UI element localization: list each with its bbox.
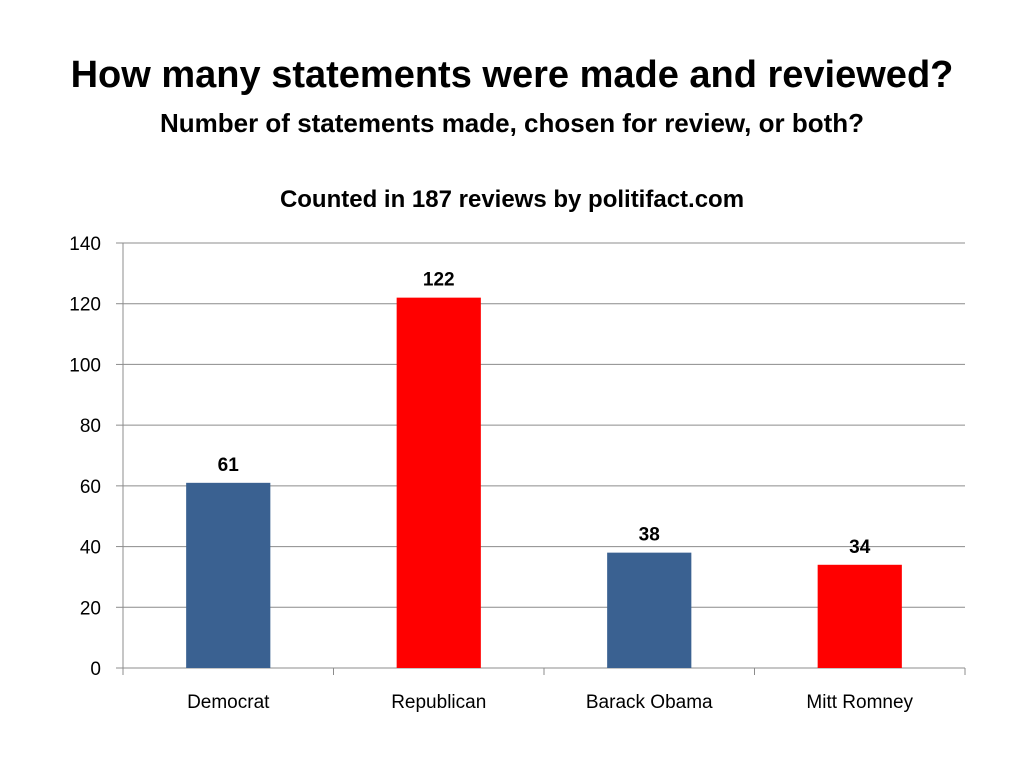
y-tick-label: 80 — [80, 416, 101, 437]
page-title: How many statements were made and review… — [70, 54, 954, 96]
page-subtitle: Number of statements made, chosen for re… — [159, 108, 865, 138]
data-label: 38 — [639, 525, 660, 546]
y-tick-label: 120 — [69, 295, 101, 316]
chart-title: Counted in 187 reviews by politifact.com — [279, 186, 745, 213]
y-tick-label: 100 — [69, 355, 101, 376]
x-category-label: Mitt Romney — [806, 692, 913, 713]
y-tick-label: 40 — [80, 538, 101, 559]
bar — [817, 564, 902, 668]
bar — [607, 552, 692, 668]
data-label: 122 — [423, 270, 455, 291]
y-tick-label: 0 — [90, 659, 101, 680]
bar — [186, 482, 271, 668]
x-category-label: Democrat — [187, 692, 270, 713]
y-tick-label: 20 — [80, 598, 101, 619]
y-tick-label: 60 — [80, 477, 101, 498]
x-category-label: Barack Obama — [586, 692, 713, 713]
data-label: 34 — [849, 537, 871, 558]
bar — [396, 297, 481, 668]
data-label: 61 — [218, 455, 240, 476]
y-tick-label: 140 — [69, 234, 101, 255]
x-category-label: Republican — [391, 692, 486, 713]
